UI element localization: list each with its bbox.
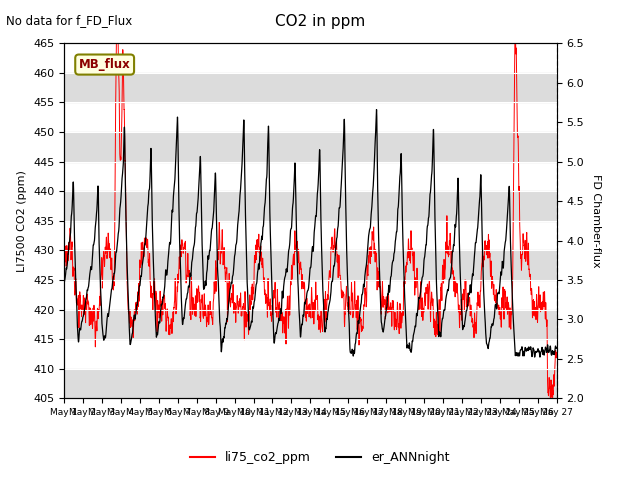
Y-axis label: FD Chamber-flux: FD Chamber-flux	[591, 174, 601, 268]
Bar	[64, 191, 557, 221]
Bar	[64, 251, 557, 280]
Bar	[64, 369, 557, 398]
Bar	[64, 132, 557, 162]
Legend: li75_co2_ppm, er_ANNnight: li75_co2_ppm, er_ANNnight	[186, 446, 454, 469]
Y-axis label: LI7500 CO2 (ppm): LI7500 CO2 (ppm)	[17, 170, 28, 272]
Bar	[64, 310, 557, 339]
Text: MB_flux: MB_flux	[79, 58, 131, 71]
Text: No data for f_FD_Flux: No data for f_FD_Flux	[6, 14, 132, 27]
Text: CO2 in ppm: CO2 in ppm	[275, 14, 365, 29]
Bar	[64, 73, 557, 102]
